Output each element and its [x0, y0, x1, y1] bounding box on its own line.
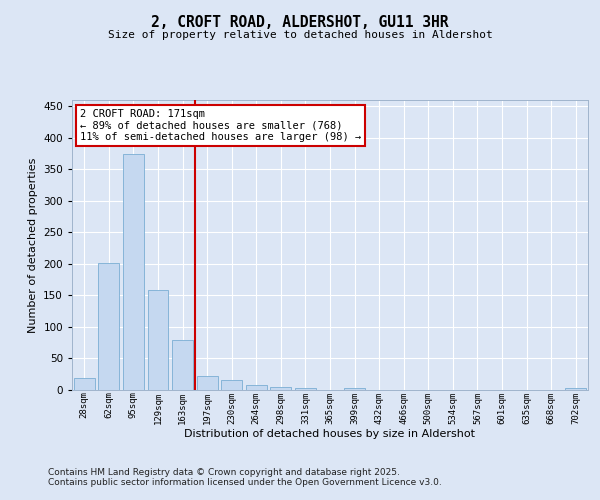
- Text: Size of property relative to detached houses in Aldershot: Size of property relative to detached ho…: [107, 30, 493, 40]
- Bar: [98, 264, 119, 390]
- Text: 2 CROFT ROAD: 171sqm
← 89% of detached houses are smaller (768)
11% of semi-deta: 2 CROFT ROAD: 171sqm ← 89% of detached h…: [80, 108, 361, 142]
- Bar: [271, 387, 292, 390]
- Text: Contains public sector information licensed under the Open Government Licence v3: Contains public sector information licen…: [48, 478, 442, 487]
- Bar: [221, 380, 242, 390]
- Bar: [246, 385, 267, 390]
- Bar: [344, 388, 365, 390]
- Text: Contains HM Land Registry data © Crown copyright and database right 2025.: Contains HM Land Registry data © Crown c…: [48, 468, 400, 477]
- Text: 2, CROFT ROAD, ALDERSHOT, GU11 3HR: 2, CROFT ROAD, ALDERSHOT, GU11 3HR: [151, 15, 449, 30]
- Y-axis label: Number of detached properties: Number of detached properties: [28, 158, 38, 332]
- Bar: [148, 290, 169, 390]
- Bar: [197, 376, 218, 390]
- Bar: [295, 388, 316, 390]
- Bar: [74, 378, 95, 390]
- X-axis label: Distribution of detached houses by size in Aldershot: Distribution of detached houses by size …: [185, 429, 476, 439]
- Bar: [172, 340, 193, 390]
- Bar: [565, 388, 586, 390]
- Bar: [123, 154, 144, 390]
